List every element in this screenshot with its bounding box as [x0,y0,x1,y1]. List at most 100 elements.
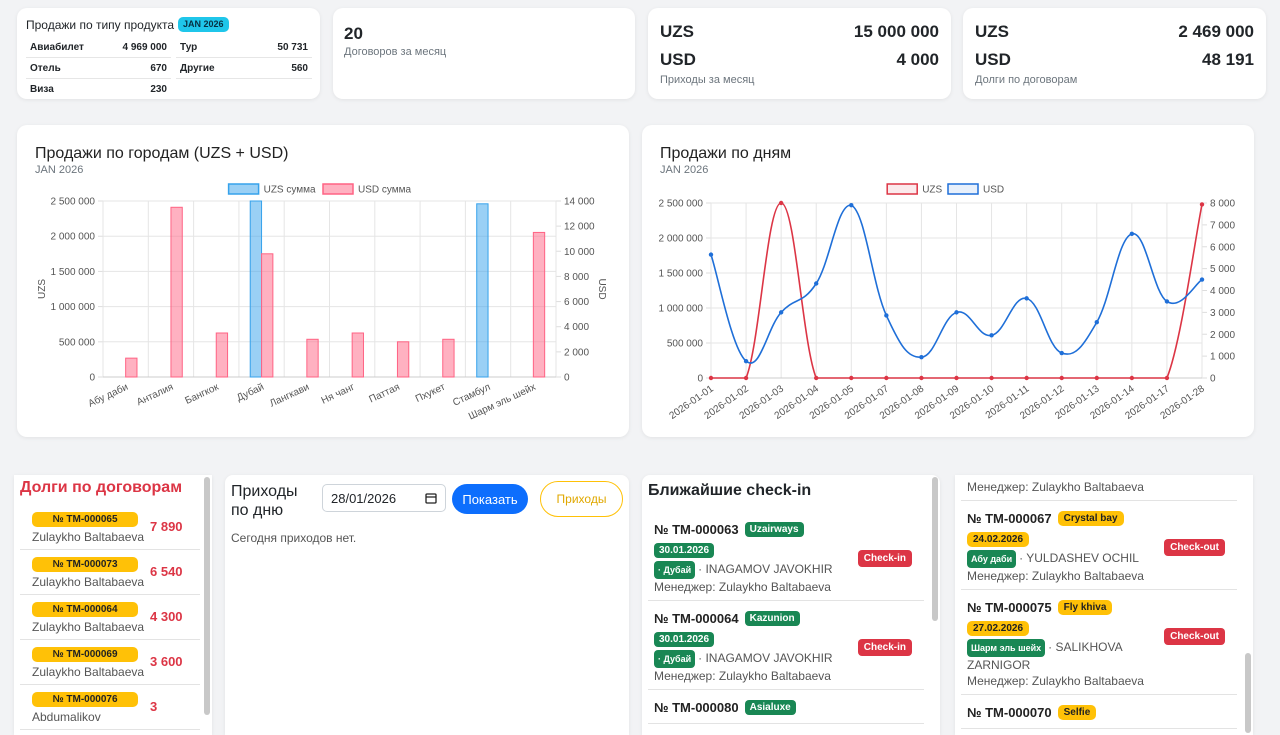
currency: UZS [975,22,1009,41]
contracts-count: 20 [344,24,363,43]
y2-tick-label: 1 000 [1210,352,1235,363]
product-value: 4 969 000 [122,41,168,53]
amount: 15 000 000 [853,22,939,41]
client-row: Абу даби · YULDASHEV OCHIL [967,550,1157,568]
point [1059,350,1064,356]
product-value: 230 [150,83,167,95]
debts-card: Долги по договорам № TM-000065 Zulaykho B… [14,475,212,735]
manager: Менеджер: Zulaykho Baltabaeva [654,580,831,594]
product-cell: Отель 670 [26,58,171,79]
contract-badge: № TM-000069 [32,647,138,662]
date-row: 30.01.2026 [654,631,918,649]
airline-badge: Selfie [1057,704,1097,720]
checkins-title: Ближайшие check-in [648,482,812,499]
x-tick-label: Ня чанг [320,382,357,407]
payments-link[interactable]: Приходы [540,481,623,517]
status-badge: Check-in [857,639,912,656]
date-row: 30.01.2026 [654,542,918,560]
show-button[interactable]: Показать [452,484,528,514]
date-input[interactable]: 28/01/2026 [322,484,446,512]
manager: Zulaykho Baltabaeva [32,575,145,589]
point [1094,320,1099,325]
point [1164,375,1170,381]
y2-tick-label: 4 000 [1210,286,1235,297]
contract-badge: № TM-000065 [32,512,138,527]
y2-tick-label: 6 000 [564,297,589,308]
bar [442,338,455,378]
manager: Abdumalikov [32,710,101,724]
legend-swatch [947,183,979,195]
point [1199,277,1205,282]
x-tick-label: Лангкави [268,382,311,410]
product-value: 50 731 [277,41,308,53]
y-tick-label: 2 000 000 [659,234,704,245]
day-chart-card: Продажи по дням JAN 2026 0 500 000 1 000 000… [642,125,1254,437]
y2-tick-label: 8 000 [1210,199,1235,210]
product-title: Продажи по типу продукта [26,17,174,32]
product-card: Продажи по типу продукта JAN 2026 Авиаби… [17,8,320,99]
city-chart-card: Продажи по городам (UZS + USD) JAN 2026 0 5… [17,125,629,437]
chart-title: Продажи по дням [660,145,791,162]
checkins-list: № TM-000063 Uzairways 30.01.2026 · Дубай · I… [648,512,924,724]
booking-header: № TM-000080 Asialuxe [654,696,918,718]
city-badge: · Дубай [654,561,696,579]
contract-badge: № TM-000073 [32,557,138,572]
date-badge: 30.01.2026 [654,632,715,647]
money-row: USD 48 191 [975,46,1254,74]
product-label: Тур [180,41,198,53]
y2-tick-label: 6 000 [1210,242,1235,253]
bar [351,332,364,378]
manager: Zulaykho Baltabaeva [32,530,145,544]
income-caption: Приходы за месяц [660,74,755,86]
y-tick-label: 0 [697,374,703,385]
debt-item: № TM-000076 Abdumalikov 3 [20,685,200,730]
y2-tick-label: 2 000 [564,347,589,358]
money-row: UZS 2 469 000 [975,18,1254,46]
airline-badge: Crystal bay [1057,510,1124,526]
line [710,204,1203,364]
x-tick-label: Пхукет [414,382,448,405]
amount: 2 469 000 [1178,22,1254,41]
manager: Менеджер: Zulaykho Baltabaeva [654,669,831,683]
status-badge: Check-out [1164,539,1225,556]
money-row: USD 4 000 [660,46,939,74]
client: · INAGAMOV JAVOKHIR [698,562,833,576]
y2-axis-label: USD [596,278,607,299]
y2-tick-label: 4 000 [564,322,589,333]
period-badge: JAN 2026 [178,17,229,32]
debt-item: № TM-000065 Zulaykho Baltabaeva 7 890 [20,505,200,550]
point [708,375,714,381]
y-tick-label: 1 000 000 [659,304,704,315]
y2-tick-label: 14 000 [564,197,595,208]
contract-badge: № TM-000076 [32,692,138,707]
booking-header: № TM-000064 Kazunion [654,607,918,629]
bar [532,231,546,378]
bar [249,200,263,378]
x-tick-label: Анталия [135,382,175,408]
airline-badge: Fly khiva [1057,599,1113,615]
bar [170,206,183,378]
y2-tick-label: 12 000 [564,222,595,233]
chart-subtitle: JAN 2026 [660,164,708,176]
checkouts-card: Менеджер: Zulaykho Baltabaeva № TM-000067… [955,475,1253,735]
legend-label: USD [983,185,1004,196]
point [989,333,994,338]
client-row: Шарм эль шейх · SALIKHOVA ZARNIGOR [967,639,1157,673]
point [989,375,994,381]
booking-item: № TM-000063 Uzairways 30.01.2026 · Дубай · I… [648,512,924,601]
y-tick-label: 2 000 000 [51,232,96,243]
point [884,375,889,381]
date-badge: 27.02.2026 [967,621,1030,636]
y-tick-label: 2 500 000 [51,197,96,208]
bar [396,341,410,378]
y2-tick-label: 8 000 [564,272,589,283]
client-row: · Дубай · INAGAMOV JAVOKHIR [654,650,844,668]
currency: USD [975,50,1011,69]
legend-label: UZS [922,185,942,196]
bar [476,203,489,378]
x-tick-label: Бангкок [183,381,221,406]
point [743,358,749,364]
debts-summary-card: UZS 2 469 000 USD 48 191 Долги по договорам [963,8,1266,99]
point [954,310,959,315]
debt-amount: 4 300 [150,609,183,624]
